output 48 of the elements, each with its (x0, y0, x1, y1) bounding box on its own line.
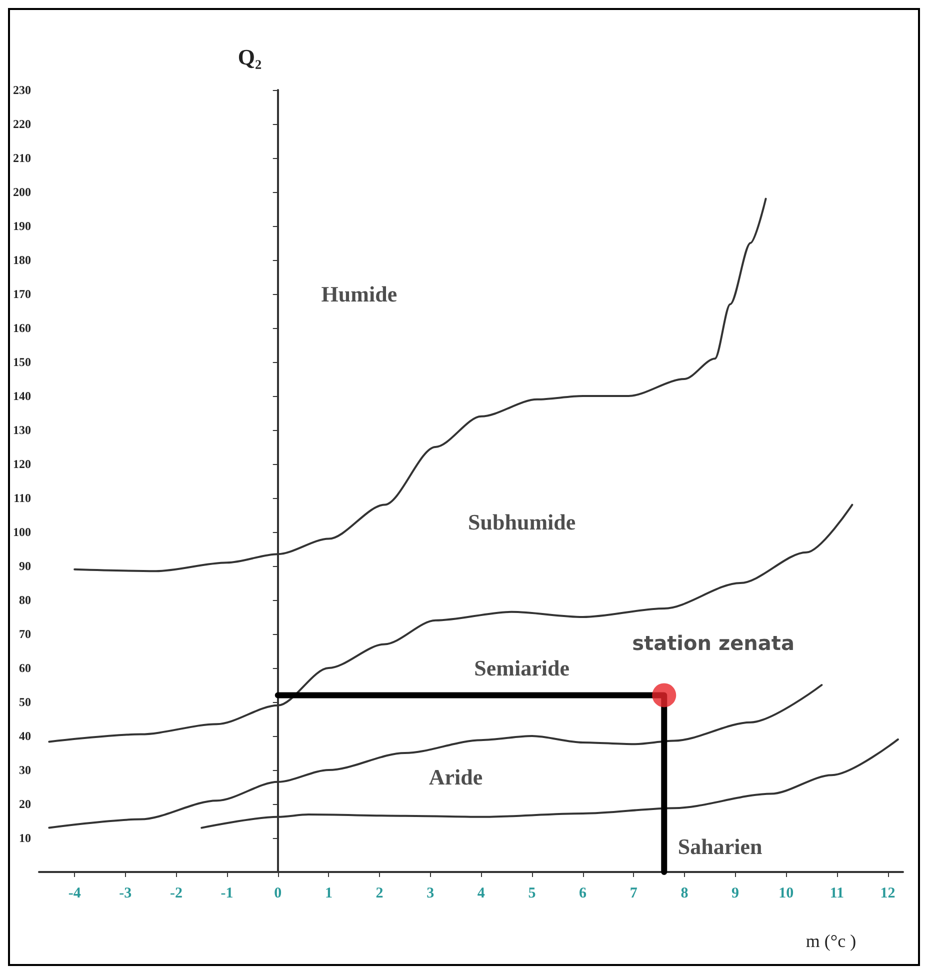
y-tick-label: 180 (13, 253, 31, 267)
series-label: station zenata (632, 631, 794, 656)
x-tick-label: 5 (528, 886, 536, 902)
x-tick-label: 0 (274, 886, 282, 902)
y-tick-label: 100 (13, 525, 31, 539)
y-tick-label: 30 (19, 763, 31, 777)
x-tick-label: 7 (630, 886, 638, 902)
x-tick-label: 9 (732, 886, 740, 902)
y-tick-label: 170 (13, 287, 31, 301)
annotation: Saharien (678, 834, 762, 859)
annotation: Semiaride (474, 656, 570, 680)
y-tick-label: 110 (14, 491, 31, 505)
x-tick-label: 8 (680, 886, 688, 902)
y-tick-label: 140 (13, 389, 31, 403)
x-tick-label: -4 (68, 886, 82, 902)
y-tick-label: 40 (19, 729, 31, 743)
y-tick-label: 200 (13, 185, 31, 199)
x-tick-label: 12 (880, 886, 896, 902)
y-axis-title: Q₂ (238, 44, 262, 70)
x-tick-label: 6 (579, 886, 588, 902)
y-tick-label: 80 (19, 593, 31, 607)
x-tick-label: -1 (220, 886, 234, 902)
y-tick-label: 90 (19, 559, 31, 573)
x-tick-label: 4 (477, 886, 486, 902)
annotation: Aride (428, 764, 483, 790)
y-tick-label: 150 (13, 355, 31, 369)
y-tick-label: 160 (13, 321, 31, 335)
y-tick-label: 50 (19, 695, 31, 709)
x-tick-label: 1 (324, 886, 332, 902)
y-tick-label: 190 (13, 219, 31, 233)
annotation: Humide (321, 282, 398, 306)
x-tick-label: 3 (426, 886, 434, 902)
y-tick-label: 10 (19, 831, 31, 845)
x-tick-label: 11 (830, 886, 844, 902)
y-tick-label: 230 (13, 83, 31, 97)
x-tick-label: 2 (376, 886, 384, 902)
annotation: Subhumide (468, 509, 576, 534)
y-tick-label: 220 (13, 117, 31, 131)
y-tick-label: 70 (19, 627, 31, 641)
y-tick-label: 20 (19, 797, 31, 811)
x-tick-label: 10 (778, 886, 794, 902)
y-tick-label: 210 (13, 151, 31, 165)
x-axis-title: m (°c ) (806, 931, 856, 951)
y-tick-label: 130 (13, 423, 31, 437)
y-tick-label: 120 (13, 457, 31, 471)
x-tick-label: -3 (119, 886, 132, 902)
x-tick-label: -2 (170, 886, 182, 902)
y-tick-label: 60 (19, 661, 31, 675)
